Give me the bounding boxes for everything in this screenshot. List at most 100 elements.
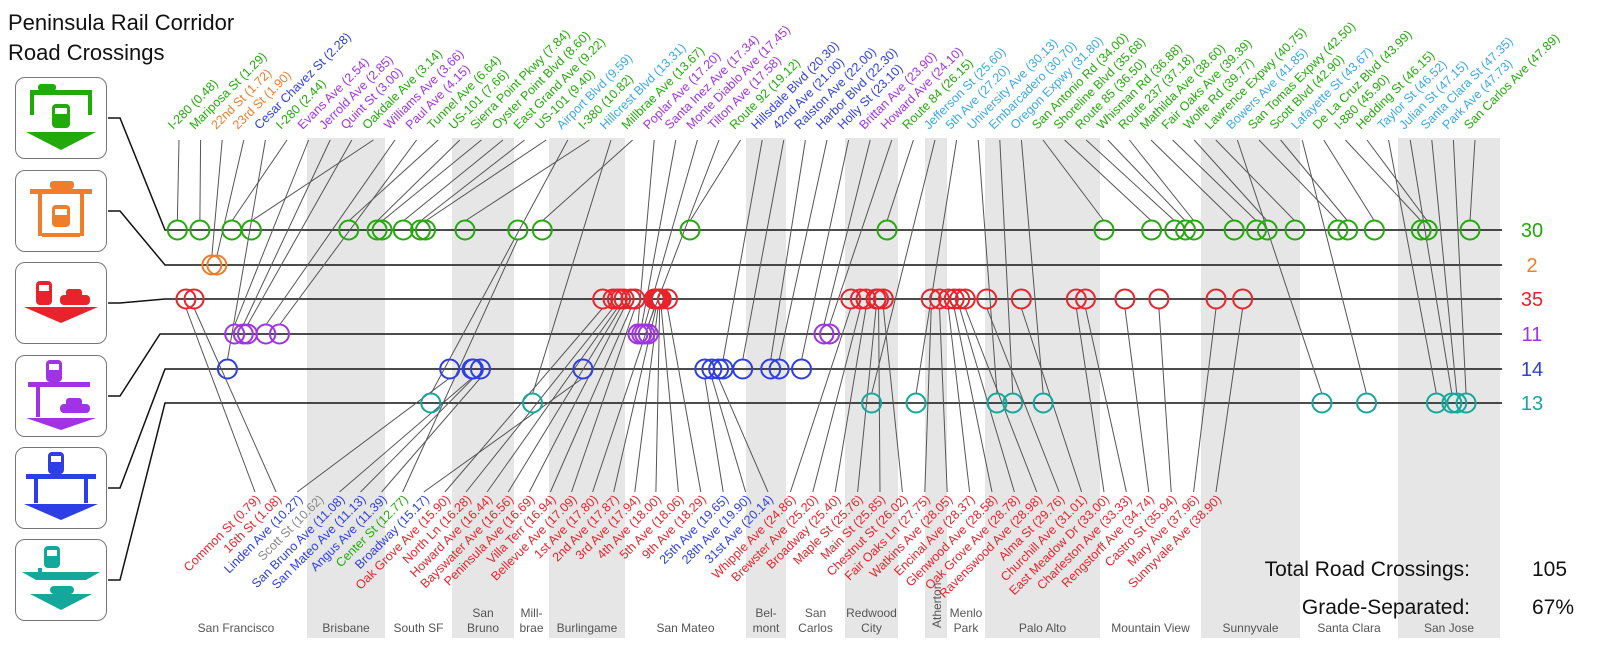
crossing-marker xyxy=(1455,392,1477,414)
leader-line xyxy=(1258,139,1339,222)
crossing-marker xyxy=(1363,219,1385,241)
leader-line xyxy=(381,377,481,493)
diagram-title: Peninsula Rail Corridor Road Crossings xyxy=(8,8,234,68)
leader-line xyxy=(964,307,1038,493)
crossing-marker xyxy=(392,219,414,241)
crossing-marker xyxy=(1065,288,1087,310)
leader-line xyxy=(226,139,266,361)
leader-line xyxy=(718,377,769,493)
crossing-marker xyxy=(876,219,898,241)
leader-line xyxy=(211,139,223,257)
crossing-marker xyxy=(462,358,484,380)
leader-line xyxy=(1129,139,1195,222)
leader-line xyxy=(1107,139,1186,222)
crossing-marker xyxy=(976,288,998,310)
leader-line xyxy=(667,307,702,493)
leader-line xyxy=(1193,307,1217,493)
crossing-marker xyxy=(1441,392,1463,414)
leader-line xyxy=(234,139,310,326)
crossing-marker xyxy=(986,392,1008,414)
city-label: San Jose xyxy=(1424,621,1474,635)
leader-line xyxy=(1215,139,1296,222)
city-band xyxy=(549,138,625,638)
crossing-marker xyxy=(840,288,862,310)
leader-line xyxy=(425,139,547,222)
crossing-marker xyxy=(1174,219,1196,241)
leader-line xyxy=(486,307,618,493)
leader-line xyxy=(834,307,867,493)
crossing-marker xyxy=(1148,288,1170,310)
row-count-r: 35 xyxy=(1521,289,1543,311)
crossing-marker xyxy=(1002,392,1024,414)
crossing-marker xyxy=(1284,219,1306,241)
crossing-marker xyxy=(637,323,659,345)
leader-line xyxy=(381,139,482,222)
city-band xyxy=(746,138,786,638)
leader-line xyxy=(986,307,1060,493)
city-bands: San Francisco Brisbane South SFSanBrunoMil… xyxy=(198,138,1500,638)
crossing-marker xyxy=(929,288,951,310)
leader-line xyxy=(770,139,806,361)
leader-line xyxy=(878,307,881,493)
crossing-marker xyxy=(572,358,594,380)
leader-line xyxy=(176,139,180,222)
crossing-markers xyxy=(166,219,1481,414)
city-label: Menlo xyxy=(950,606,983,620)
leader-line xyxy=(1280,139,1349,222)
city-label: Atherton xyxy=(930,583,944,628)
crossing-marker xyxy=(592,288,614,310)
row-line-r xyxy=(108,298,1502,304)
leader-line xyxy=(1431,139,1458,395)
crossing-marker xyxy=(1141,219,1163,241)
leader-line xyxy=(193,307,277,493)
leader-line xyxy=(915,139,958,395)
city-label: Sunnyvale xyxy=(1222,621,1278,635)
leader-line xyxy=(778,139,828,361)
city-label: Santa Clara xyxy=(1317,621,1381,635)
crossing-marker xyxy=(872,288,894,310)
crossing-marker xyxy=(905,392,927,414)
crossing-marker xyxy=(943,288,965,310)
crossing-marker xyxy=(439,358,461,380)
crossing-marker xyxy=(507,219,529,241)
leader-line xyxy=(801,139,850,361)
crossing-marker xyxy=(949,288,971,310)
crossing-marker xyxy=(216,358,238,380)
leader-line xyxy=(216,139,245,257)
leader-line xyxy=(1020,139,1044,395)
leader-line xyxy=(1193,139,1268,222)
row-line-o xyxy=(108,210,1502,266)
row-count-g: 30 xyxy=(1521,220,1543,242)
crossing-marker xyxy=(819,323,841,345)
leader-line xyxy=(939,307,948,493)
crossing-marker xyxy=(469,358,491,380)
leader-line xyxy=(655,307,661,493)
leader-line xyxy=(1084,307,1127,493)
city-label: Bel- xyxy=(755,606,776,620)
leader-line xyxy=(376,139,461,222)
leader-line xyxy=(1042,139,1105,222)
crossing-marker xyxy=(657,288,678,310)
crossing-marker xyxy=(1410,219,1432,241)
crossing-marker xyxy=(1032,392,1054,414)
leader-line xyxy=(999,139,1014,395)
leader-line xyxy=(953,307,993,493)
leader-line xyxy=(279,139,418,326)
leader-line xyxy=(1215,307,1244,493)
leader-line xyxy=(789,307,852,493)
leader-line xyxy=(528,307,625,493)
grade-separated-label: Grade-Separated: xyxy=(1301,596,1470,619)
crossing-marker xyxy=(175,288,197,310)
leader-line xyxy=(185,307,256,493)
leader-line xyxy=(532,139,612,395)
crossing-marker xyxy=(240,219,262,241)
leader-line xyxy=(711,377,747,493)
title-line-2: Road Crossings xyxy=(8,40,165,65)
leader-line xyxy=(423,377,584,493)
leader-line xyxy=(507,307,622,493)
leader-line xyxy=(430,139,569,395)
crossing-marker xyxy=(1183,219,1205,241)
crossing-marker xyxy=(531,219,553,241)
crossing-marker xyxy=(1205,288,1227,310)
leader-line xyxy=(1388,139,1437,395)
